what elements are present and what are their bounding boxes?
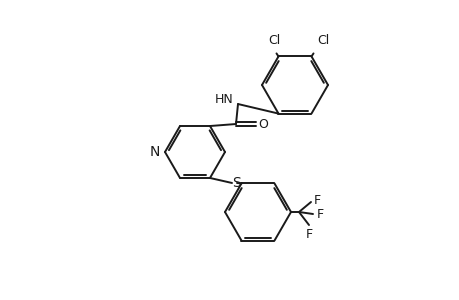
Text: F: F [305, 228, 312, 241]
Text: S: S [232, 176, 241, 190]
Text: O: O [257, 118, 267, 130]
Text: Cl: Cl [268, 34, 280, 47]
Text: HN: HN [214, 92, 233, 106]
Text: F: F [316, 208, 324, 220]
Text: Cl: Cl [317, 34, 329, 47]
Text: F: F [313, 194, 320, 206]
Text: N: N [149, 145, 160, 159]
